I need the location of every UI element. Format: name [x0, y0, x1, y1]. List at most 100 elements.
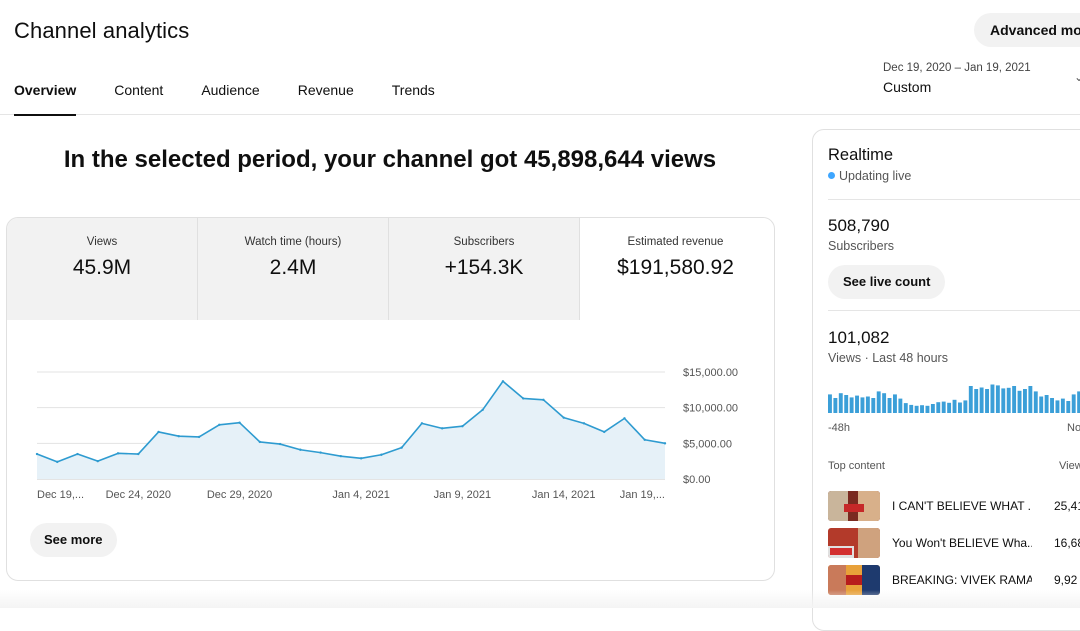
- realtime-bar: [860, 397, 865, 413]
- summary-headline: In the selected period, your channel got…: [63, 146, 717, 173]
- realtime-bar: [1039, 396, 1044, 413]
- realtime-bar: [828, 394, 832, 413]
- metric-label: Watch time (hours): [244, 236, 342, 248]
- x-tick-label: Jan 14, 2021: [532, 489, 596, 501]
- data-point: [339, 454, 343, 458]
- realtime-bar: [990, 384, 995, 413]
- data-point: [603, 430, 606, 434]
- data-point: [238, 421, 241, 424]
- data-point: [420, 422, 424, 425]
- realtime-bar: [1012, 386, 1017, 413]
- top-content-title-text[interactable]: I CAN'T BELIEVE WHAT ...: [892, 499, 1032, 513]
- realtime-subscribers-label: Subscribers: [828, 239, 894, 253]
- realtime-bar: [925, 405, 930, 413]
- realtime-bar: [887, 398, 892, 413]
- top-content-views: 25,41: [1054, 499, 1080, 513]
- see-more-button[interactable]: See more: [30, 523, 117, 557]
- metric-value: 45.9M: [72, 256, 132, 279]
- divider: [828, 199, 1080, 200]
- top-content-title-text[interactable]: You Won't BELIEVE Wha...: [892, 536, 1032, 550]
- top-content-row[interactable]: You Won't BELIEVE Wha... 16,68: [828, 528, 1080, 560]
- revenue-line-chart[interactable]: $15,000.00 $10,000.00 $5,000.00 $0.00 Dec 19…: [17, 348, 762, 513]
- see-live-count-button[interactable]: See live count: [828, 265, 946, 299]
- divider: [828, 310, 1080, 311]
- video-thumbnail[interactable]: [828, 491, 880, 521]
- realtime-bar: [833, 398, 838, 413]
- data-point: [299, 448, 302, 451]
- realtime-bar: [968, 386, 973, 413]
- data-point: [278, 442, 282, 446]
- realtime-bar: [1001, 388, 1006, 413]
- top-content-title-text[interactable]: BREAKING: VIVEK RAMA...: [892, 573, 1032, 587]
- top-content-views: 16,68: [1054, 536, 1080, 550]
- overview-card: Views 45.9M Watch time (hours) 2.4M Subs…: [6, 217, 775, 581]
- realtime-bar: [838, 393, 843, 413]
- series-line: [36, 380, 666, 463]
- realtime-views-bar-chart[interactable]: [828, 375, 1080, 417]
- data-point: [623, 417, 626, 420]
- chevron-down-icon[interactable]: ⌄: [1074, 70, 1080, 84]
- metric-value: $191,580.92: [617, 256, 734, 279]
- data-point: [157, 430, 160, 434]
- metric-subscribers[interactable]: Subscribers +154.3K: [389, 218, 580, 320]
- realtime-bar: [947, 402, 952, 413]
- y-tick-label: $15,000.00: [683, 367, 738, 379]
- realtime-bar: [985, 389, 989, 413]
- realtime-bar: [936, 402, 941, 413]
- tab-revenue[interactable]: Revenue: [297, 82, 354, 98]
- tab-trends[interactable]: Trends: [391, 82, 435, 98]
- realtime-bar: [1060, 398, 1065, 413]
- top-content-views-header: Views: [1059, 460, 1080, 472]
- realtime-bar: [855, 395, 859, 413]
- metric-label: Estimated revenue: [627, 236, 724, 248]
- realtime-bar: [914, 405, 919, 413]
- date-range-text[interactable]: Dec 19, 2020 – Jan 19, 2021: [883, 62, 1031, 74]
- metric-label: Views: [86, 236, 118, 248]
- realtime-bar: [1066, 401, 1071, 413]
- realtime-bar: [844, 395, 849, 413]
- realtime-status-text: Updating live: [839, 169, 912, 183]
- tab-overview[interactable]: Overview: [14, 82, 77, 116]
- realtime-bar: [1033, 391, 1038, 413]
- realtime-bar: [882, 393, 887, 413]
- data-point: [197, 435, 201, 439]
- data-point: [440, 427, 444, 430]
- top-content-title: Top content: [828, 460, 885, 472]
- data-point: [542, 398, 545, 402]
- y-tick-label: $5,000.00: [683, 438, 732, 450]
- y-tick-label: $10,000.00: [683, 403, 738, 415]
- realtime-bar: [963, 400, 968, 413]
- tab-content[interactable]: Content: [114, 82, 164, 98]
- realtime-bar: [1023, 389, 1027, 413]
- realtime-bar: [941, 401, 946, 413]
- realtime-bar: [898, 398, 903, 413]
- data-point: [137, 452, 140, 456]
- date-preset-select[interactable]: Custom: [883, 79, 932, 95]
- data-point: [258, 440, 262, 444]
- x-tick-label: Dec 24, 2020: [106, 489, 171, 501]
- data-point: [96, 459, 99, 463]
- advanced-mode-button[interactable]: Advanced mode: [974, 13, 1080, 47]
- metric-label: Subscribers: [453, 236, 515, 248]
- tab-audience[interactable]: Audience: [201, 82, 260, 98]
- realtime-bar: [1044, 395, 1049, 413]
- metric-views[interactable]: Views 45.9M: [7, 218, 198, 320]
- metric-watch-time[interactable]: Watch time (hours) 2.4M: [198, 218, 389, 320]
- top-content-row[interactable]: I CAN'T BELIEVE WHAT ... 25,41: [828, 491, 1080, 523]
- video-thumbnail[interactable]: [828, 528, 880, 558]
- realtime-axis-start: -48h: [828, 422, 851, 434]
- data-point: [663, 442, 667, 445]
- data-point: [461, 425, 464, 428]
- realtime-bar: [920, 405, 924, 413]
- realtime-bar: [1071, 394, 1076, 413]
- metric-estimated-revenue[interactable]: Estimated revenue $191,580.92: [580, 218, 771, 320]
- realtime-bar: [1017, 390, 1022, 413]
- realtime-bar: [974, 389, 979, 413]
- data-point: [521, 397, 525, 400]
- data-point: [562, 416, 565, 419]
- realtime-bar: [893, 394, 897, 413]
- data-point: [76, 452, 79, 456]
- realtime-views-value: 101,082: [828, 328, 890, 347]
- realtime-bar: [995, 385, 1000, 413]
- top-content-views: 9,92: [1054, 573, 1078, 587]
